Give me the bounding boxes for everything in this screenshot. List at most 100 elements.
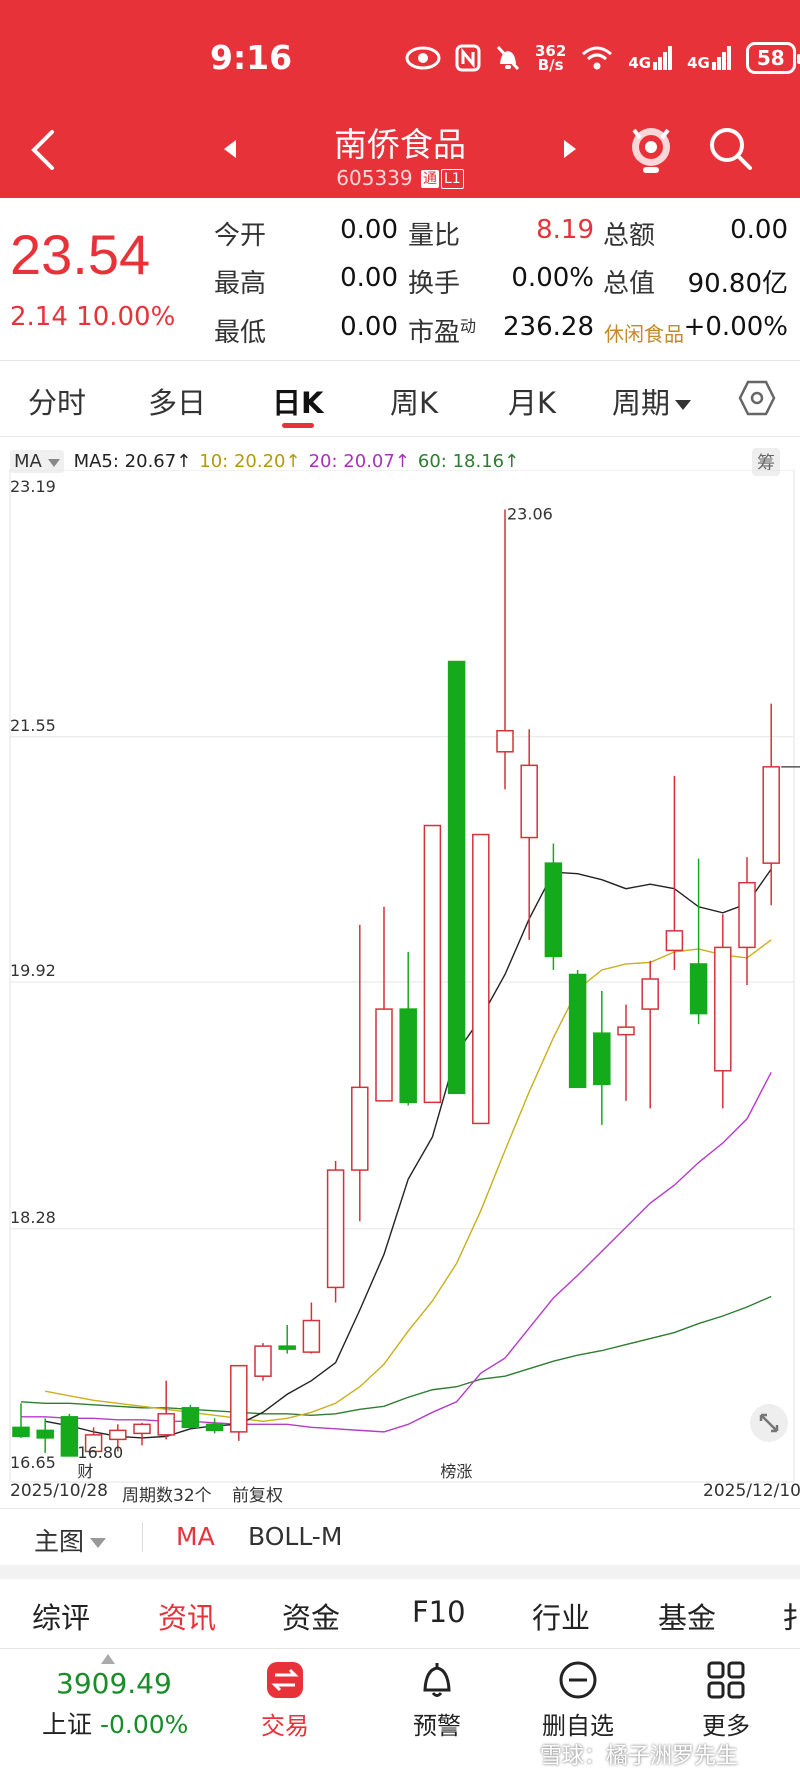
mascot-icon[interactable]	[626, 122, 676, 178]
open-label: 今开	[214, 221, 267, 251]
index-name-change[interactable]: 上证 -0.00%	[42, 1710, 189, 1739]
app-header: 9:16 362 B/s 4G 4G 58 南侨食品 605339 通 L1	[0, 0, 800, 198]
current-price: 23.54	[10, 223, 151, 286]
divider	[0, 436, 800, 437]
status-icons: 362 B/s 4G 4G 58	[405, 40, 800, 76]
candles	[12, 509, 780, 1457]
candle-body	[689, 963, 708, 1015]
level-badge: L1	[441, 169, 464, 189]
chart-adjust-mode[interactable]: 前复权	[232, 1486, 283, 1506]
tab-multi-day[interactable]: 多日	[148, 386, 207, 420]
tab-monthly-k[interactable]: 月K	[508, 386, 557, 420]
candle-body	[254, 1345, 272, 1377]
indicator-boll[interactable]: BOLL-M	[248, 1522, 343, 1551]
candle-body	[84, 1434, 103, 1453]
nfc-icon	[455, 44, 481, 72]
section-tab-f10[interactable]: F10	[412, 1595, 466, 1629]
next-stock-icon[interactable]	[562, 138, 578, 160]
main-chart-selector[interactable]: 主图	[34, 1522, 107, 1558]
section-tab-fund[interactable]: 基金	[658, 1601, 717, 1635]
nav-alert[interactable]: 预警	[402, 1660, 472, 1741]
ranking-marker: 榜涨	[440, 1462, 472, 1481]
candle-body	[326, 1169, 345, 1289]
section-tab-summary[interactable]: 综评	[32, 1601, 91, 1635]
candle-body	[12, 1426, 30, 1438]
ma-lines	[20, 868, 772, 1439]
open-value: 0.00	[340, 215, 398, 245]
watermark: 雪球：橘子洲罗先生	[540, 1744, 739, 1769]
candle-body	[617, 1026, 635, 1036]
status-time: 9:16	[210, 38, 293, 77]
candle-body	[665, 930, 684, 952]
tab-period[interactable]: 周期	[612, 380, 692, 422]
grid-icon	[707, 1661, 745, 1699]
caret-down-icon	[47, 459, 60, 467]
tab-daily-k[interactable]: 日K	[272, 386, 324, 420]
mute-bell-icon	[496, 45, 520, 71]
back-arrow-icon[interactable]	[28, 128, 58, 172]
fullscreen-icon[interactable]	[750, 1404, 788, 1442]
active-tab-indicator	[282, 423, 314, 428]
tab-intraday[interactable]: 分时	[28, 386, 87, 420]
turnover-label: 换手	[408, 269, 461, 299]
nav-trade[interactable]: 交易	[255, 1660, 315, 1741]
ma-legend: MA MA5: 20.67↑ 10: 20.20↑ 20: 20.07↑ 60:…	[10, 450, 519, 473]
section-tab-funds[interactable]: 资金	[282, 1601, 341, 1635]
search-icon[interactable]	[708, 126, 754, 172]
financial-report-marker: 财	[77, 1462, 93, 1481]
industry-link[interactable]: 休闲食品	[604, 322, 684, 346]
eye-icon	[405, 46, 441, 70]
min-price-label: 16.80	[77, 1443, 123, 1462]
indicator-ma[interactable]: MA	[176, 1522, 215, 1551]
tab-weekly-k[interactable]: 周K	[390, 386, 439, 420]
index-value[interactable]: 3909.49	[56, 1667, 172, 1700]
prev-stock-icon[interactable]	[222, 138, 238, 160]
battery-indicator: 58	[745, 42, 800, 74]
ma-selector[interactable]: MA	[10, 450, 64, 473]
section-tab-more[interactable]: 扌	[782, 1601, 800, 1635]
nav-more[interactable]: 更多	[694, 1660, 758, 1741]
candle-body	[133, 1423, 151, 1435]
pe-label: 市盈动	[408, 316, 477, 348]
candle-body	[593, 1032, 611, 1086]
low-label: 最低	[214, 318, 267, 348]
caret-down-icon	[90, 1538, 107, 1548]
chart-period-count: 周期数32个	[122, 1486, 212, 1506]
section-tab-news[interactable]: 资讯	[158, 1601, 217, 1635]
candle-body	[351, 1086, 369, 1171]
kline-chart[interactable]: 23.19 21.55 19.92 18.28 16.65 23.06 16.80财 榜涨	[0, 470, 800, 1490]
triangle-up-icon	[101, 1654, 115, 1664]
candle-body	[302, 1319, 321, 1353]
divider	[0, 1648, 800, 1649]
connect-badge: 通	[421, 170, 439, 188]
ma60-line	[20, 1295, 772, 1417]
ma60-value: 60: 18.16↑	[417, 451, 520, 472]
divider	[0, 1508, 800, 1509]
candle-body	[375, 1008, 393, 1102]
max-price-label: 23.06	[507, 505, 553, 524]
stock-code: 605339	[336, 166, 413, 190]
settings-hexagon-icon[interactable]	[738, 380, 776, 416]
bell-icon	[423, 1663, 451, 1697]
divider	[0, 360, 800, 361]
y-axis-labels: 23.19 21.55 19.92 18.28 16.65	[10, 477, 56, 1472]
trade-icon	[267, 1662, 303, 1698]
nav-remove-watchlist[interactable]: 删自选	[536, 1660, 620, 1741]
candle-body	[472, 833, 490, 1125]
ma20-line	[21, 1071, 772, 1433]
net-speed: 362 B/s	[535, 42, 567, 74]
section-tab-industry[interactable]: 行业	[532, 1601, 591, 1635]
ma20-value: 20: 20.07↑	[308, 451, 410, 472]
vol-ratio-label: 量比	[408, 221, 461, 251]
low-value: 0.00	[340, 312, 398, 342]
candle-body	[205, 1423, 224, 1432]
high-value: 0.00	[340, 263, 398, 293]
price-change: 2.14 10.00%	[10, 302, 176, 332]
y-tick-label: 23.19	[10, 477, 56, 496]
candle-body	[399, 1008, 417, 1104]
candle-body	[520, 764, 538, 839]
mcap-value: 90.80亿	[687, 269, 788, 299]
chart-end-date: 2025/12/10	[703, 1481, 800, 1501]
stock-name: 南侨食品	[334, 125, 466, 164]
chip-distribution-button[interactable]: 筹	[752, 448, 780, 476]
